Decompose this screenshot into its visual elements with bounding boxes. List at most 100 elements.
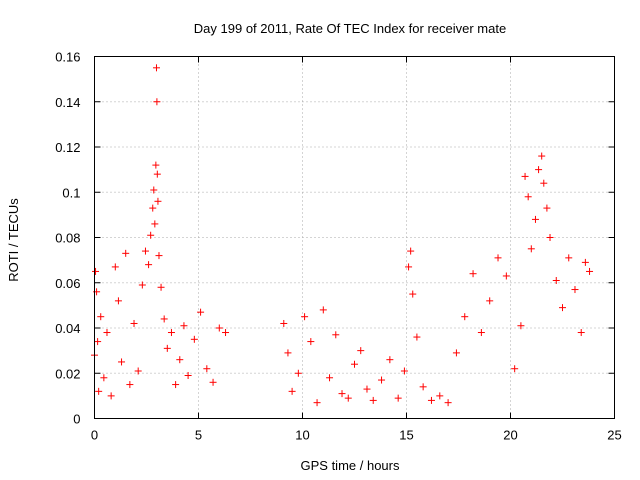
y-tick-label: 0.1 bbox=[62, 185, 80, 200]
data-point bbox=[540, 179, 548, 187]
data-point bbox=[94, 338, 102, 346]
data-point bbox=[571, 286, 579, 294]
data-point bbox=[141, 247, 149, 255]
data-point bbox=[176, 356, 184, 364]
data-point bbox=[409, 290, 417, 298]
x-tick-label: 20 bbox=[503, 428, 517, 443]
data-point bbox=[521, 172, 529, 180]
data-point bbox=[307, 338, 315, 346]
data-point bbox=[427, 396, 435, 404]
data-point bbox=[332, 331, 340, 339]
data-point bbox=[118, 358, 126, 366]
data-point bbox=[531, 215, 539, 223]
data-point bbox=[145, 261, 153, 269]
data-point bbox=[163, 344, 171, 352]
data-point bbox=[538, 152, 546, 160]
data-point bbox=[326, 374, 334, 382]
data-point bbox=[452, 349, 460, 357]
y-tick-label: 0.02 bbox=[55, 366, 80, 381]
data-point bbox=[369, 396, 377, 404]
data-point bbox=[284, 349, 292, 357]
x-axis-label: GPS time / hours bbox=[301, 458, 400, 473]
x-tick-label: 15 bbox=[399, 428, 413, 443]
data-point bbox=[394, 394, 402, 402]
y-tick-label: 0.08 bbox=[55, 231, 80, 246]
data-point bbox=[107, 392, 115, 400]
data-point bbox=[436, 392, 444, 400]
data-point bbox=[517, 322, 525, 330]
grid-layer bbox=[94, 56, 615, 419]
data-point bbox=[511, 365, 519, 373]
data-point bbox=[565, 254, 573, 262]
x-tick-label: 5 bbox=[195, 428, 202, 443]
data-point bbox=[126, 381, 134, 389]
data-point bbox=[209, 378, 217, 386]
data-point bbox=[461, 313, 469, 321]
data-point bbox=[203, 365, 211, 373]
data-point bbox=[92, 267, 100, 275]
y-tick-label: 0.14 bbox=[55, 95, 80, 110]
data-point bbox=[184, 372, 192, 380]
data-point bbox=[167, 329, 175, 337]
data-point bbox=[419, 383, 427, 391]
x-tick-label: 25 bbox=[607, 428, 621, 443]
data-point bbox=[413, 333, 421, 341]
y-axis-label: ROTI / TECUs bbox=[6, 198, 21, 282]
data-point bbox=[122, 249, 130, 257]
data-point bbox=[405, 263, 413, 271]
data-point bbox=[407, 247, 415, 255]
data-point bbox=[586, 267, 594, 275]
data-points-layer bbox=[91, 64, 594, 407]
y-tick-label: 0.04 bbox=[55, 321, 80, 336]
data-point bbox=[469, 270, 477, 278]
data-point bbox=[288, 387, 296, 395]
y-tick-label: 0.06 bbox=[55, 276, 80, 291]
data-point bbox=[313, 399, 321, 407]
data-point bbox=[294, 369, 302, 377]
plot-frame bbox=[94, 56, 615, 419]
data-point bbox=[111, 263, 119, 271]
data-point bbox=[160, 315, 168, 323]
data-point bbox=[280, 319, 288, 327]
data-point bbox=[486, 297, 494, 305]
data-point bbox=[157, 283, 165, 291]
data-point bbox=[114, 297, 122, 305]
data-point bbox=[357, 347, 365, 355]
data-point bbox=[543, 204, 551, 212]
data-point bbox=[190, 335, 198, 343]
data-point bbox=[154, 197, 162, 205]
data-point bbox=[552, 276, 560, 284]
data-point bbox=[151, 220, 159, 228]
data-point bbox=[95, 387, 103, 395]
x-tick-label: 0 bbox=[91, 428, 98, 443]
y-tick-label: 0 bbox=[73, 412, 80, 427]
data-point bbox=[222, 329, 230, 337]
data-point bbox=[134, 367, 142, 375]
data-point bbox=[444, 399, 452, 407]
data-point bbox=[215, 324, 223, 332]
data-point bbox=[494, 254, 502, 262]
data-point bbox=[363, 385, 371, 393]
data-point bbox=[378, 376, 386, 384]
data-point bbox=[559, 304, 566, 312]
data-point bbox=[180, 322, 188, 330]
data-point bbox=[150, 186, 158, 194]
data-point bbox=[149, 204, 157, 212]
data-point bbox=[103, 329, 111, 337]
data-point bbox=[153, 170, 161, 178]
y-tick-label: 0.16 bbox=[55, 50, 80, 65]
data-point bbox=[97, 313, 105, 321]
chart-title: Day 199 of 2011, Rate Of TEC Index for r… bbox=[194, 21, 506, 36]
data-point bbox=[386, 356, 394, 364]
data-point bbox=[197, 308, 205, 316]
data-point bbox=[130, 319, 138, 327]
y-tick-label: 0.12 bbox=[55, 140, 80, 155]
data-point bbox=[301, 313, 309, 321]
data-point bbox=[147, 231, 155, 239]
data-point bbox=[100, 374, 108, 382]
data-point bbox=[400, 367, 408, 375]
tick-layer: 0 5 10 15 20 25 0 0.02 0.04 0.06 0.08 0.1 0.12 0.14 0.… bbox=[55, 50, 622, 443]
data-point bbox=[524, 193, 532, 201]
data-point bbox=[351, 360, 358, 368]
